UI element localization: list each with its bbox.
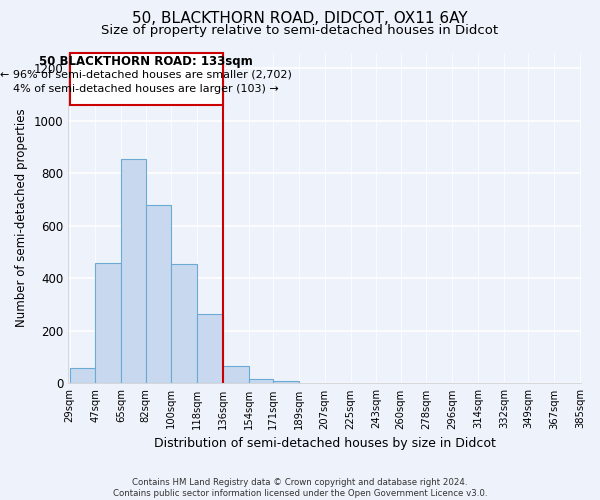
Bar	[70, 368, 95, 384]
Text: 4% of semi-detached houses are larger (103) →: 4% of semi-detached houses are larger (1…	[13, 84, 279, 94]
Bar	[70, 53, 223, 104]
Bar	[121, 159, 146, 384]
Bar	[146, 205, 172, 384]
Text: ← 96% of semi-detached houses are smaller (2,702): ← 96% of semi-detached houses are smalle…	[1, 70, 292, 80]
Bar	[95, 262, 121, 384]
Text: Contains HM Land Registry data © Crown copyright and database right 2024.
Contai: Contains HM Land Registry data © Crown c…	[113, 478, 487, 498]
Y-axis label: Number of semi-detached properties: Number of semi-detached properties	[15, 108, 28, 328]
Text: 50 BLACKTHORN ROAD: 133sqm: 50 BLACKTHORN ROAD: 133sqm	[40, 55, 253, 68]
Text: 50, BLACKTHORN ROAD, DIDCOT, OX11 6AY: 50, BLACKTHORN ROAD, DIDCOT, OX11 6AY	[132, 11, 468, 26]
Text: Size of property relative to semi-detached houses in Didcot: Size of property relative to semi-detach…	[101, 24, 499, 37]
Bar	[197, 314, 223, 384]
Bar	[249, 378, 273, 384]
Bar	[223, 366, 249, 384]
Bar	[172, 264, 197, 384]
X-axis label: Distribution of semi-detached houses by size in Didcot: Distribution of semi-detached houses by …	[154, 437, 496, 450]
Bar	[273, 381, 299, 384]
